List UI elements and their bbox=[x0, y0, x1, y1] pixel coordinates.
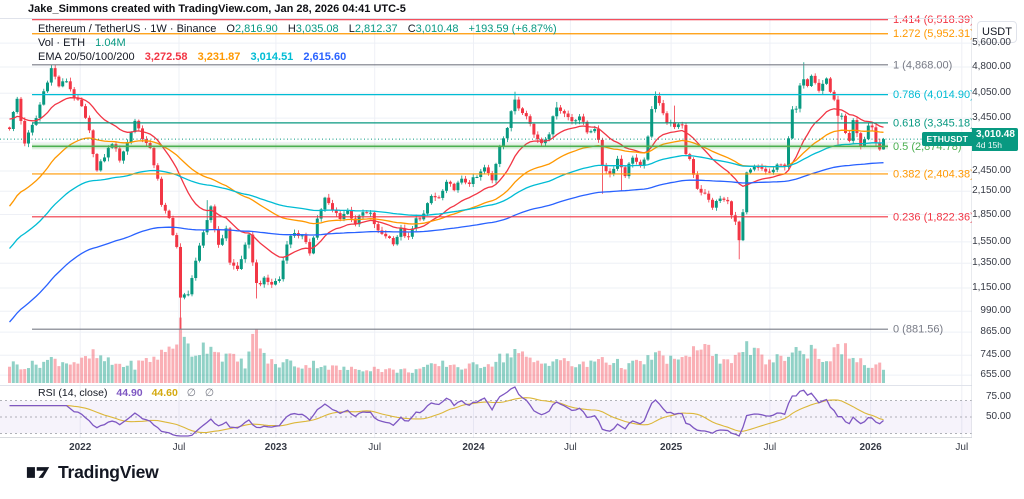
currency-toggle-button[interactable]: USDT bbox=[977, 21, 1017, 43]
rsi-ma-line[interactable] bbox=[9, 397, 884, 434]
symbol-title: Ethereum / TetherUS · 1W · Binance bbox=[38, 23, 217, 35]
fib-level-label: 0.618 (3,345.18) bbox=[893, 117, 974, 129]
price-axis-label: 865.00 bbox=[980, 326, 1011, 338]
rsi-line[interactable] bbox=[9, 386, 884, 437]
rsi-title: RSI (14, close) bbox=[38, 387, 108, 399]
price-axis-label: 655.00 bbox=[980, 369, 1011, 381]
volume-title: Vol · ETH bbox=[38, 37, 86, 49]
price-axis-label: 1,350.00 bbox=[972, 257, 1011, 269]
fib-level-label: 0.382 (2,404.38) bbox=[893, 168, 974, 180]
open-label: O bbox=[226, 23, 235, 35]
price-axis-label: 990.00 bbox=[980, 305, 1011, 317]
rsi-ma-value: 44.60 bbox=[151, 387, 178, 399]
fib-level-label: 0.786 (4,014.90) bbox=[893, 89, 974, 101]
fib-level-label: 1.272 (5,952.31) bbox=[893, 28, 974, 40]
time-axis[interactable]: 2022 Jul 2023 Jul 2024 Jul 2025 Jul 2026 Jul bbox=[0, 438, 1024, 457]
ema-100-line[interactable] bbox=[9, 142, 884, 249]
time-axis-label: Jul bbox=[563, 442, 577, 453]
low-label: L bbox=[348, 23, 355, 35]
bar-countdown: 4d 15h bbox=[976, 139, 1002, 150]
ema-20-line[interactable] bbox=[9, 97, 884, 258]
change-value: +193.59 (+6.87%) bbox=[468, 23, 557, 35]
last-price-value: 3,010.48 bbox=[976, 128, 1015, 140]
fib-level-label: 0 (881.56) bbox=[893, 324, 943, 336]
time-axis-label: 2025 bbox=[659, 442, 683, 453]
price-axis-label: 2,450.00 bbox=[972, 165, 1011, 177]
ema-200-line[interactable] bbox=[9, 162, 884, 323]
high-label: H bbox=[287, 23, 296, 35]
ema-legend-row[interactable]: EMA 20/50/100/200 3,272.58 3,231.87 3,01… bbox=[38, 50, 557, 64]
symbol-price-badge[interactable]: ETHUSDT bbox=[922, 132, 972, 147]
rsi-axis-label: 50.00 bbox=[985, 411, 1011, 422]
price-axis-label: 1,550.00 bbox=[972, 235, 1011, 247]
candlestick-series bbox=[8, 62, 885, 330]
price-axis-label: 1,150.00 bbox=[972, 282, 1011, 294]
chart-attribution: Jake_Simmons created with TradingView.co… bbox=[28, 3, 406, 15]
price-axis-label: 1,850.00 bbox=[972, 208, 1011, 220]
volume-series bbox=[8, 317, 885, 383]
fib-level-label: 1 (4,868.00) bbox=[893, 59, 952, 71]
time-axis-label: Jul bbox=[955, 442, 969, 453]
fib-level-label: 1.414 (6,518.39) bbox=[893, 14, 974, 26]
rsi-axis-label: 75.00 bbox=[985, 390, 1011, 402]
ema50-value: 3,231.87 bbox=[197, 51, 241, 63]
rsi-legend-row[interactable]: RSI (14, close) 44.90 44.60 ∅ ∅ bbox=[38, 387, 220, 399]
ema20-value: 3,272.58 bbox=[144, 51, 188, 63]
high-value: 3,035.08 bbox=[295, 23, 339, 35]
price-axis-label: 745.00 bbox=[980, 349, 1011, 361]
rsi-value: 44.90 bbox=[116, 387, 143, 399]
price-scale[interactable]: USDT 5,600.00 4,800.00 4,050.00 3,450.00 2,4… bbox=[972, 18, 1024, 457]
tradingview-logo-icon[interactable] bbox=[26, 462, 51, 483]
time-axis-label: 2026 bbox=[859, 442, 882, 453]
time-axis-label: Jul bbox=[172, 442, 186, 453]
price-axis-label: 4,800.00 bbox=[972, 61, 1011, 72]
volume-legend-row[interactable]: Vol · ETH 1.04M bbox=[38, 36, 557, 50]
time-axis-label: 2022 bbox=[69, 442, 92, 453]
open-value: 2,816.90 bbox=[234, 23, 278, 35]
low-value: 2,812.37 bbox=[354, 23, 398, 35]
ema200-value: 2,615.60 bbox=[303, 51, 347, 63]
volume-value: 1.04M bbox=[95, 37, 126, 49]
footer: TradingView bbox=[26, 462, 159, 483]
rsi-empty-1: ∅ bbox=[186, 387, 196, 399]
close-value: 3,010.48 bbox=[415, 23, 459, 35]
time-axis-label: 2024 bbox=[462, 442, 485, 453]
close-label: C bbox=[407, 23, 416, 35]
rsi-empty-2: ∅ bbox=[204, 387, 215, 399]
symbol-legend-row[interactable]: Ethereum / TetherUS · 1W · Binance O2,81… bbox=[38, 22, 557, 36]
price-chart-canvas[interactable]: 1.414 (6,518.39) 1.272 (5,952.31) 1 (4,868… bbox=[0, 0, 1024, 460]
tradingview-brand-text[interactable]: TradingView bbox=[58, 462, 159, 482]
price-axis-label: 5,600.00 bbox=[972, 37, 1011, 49]
price-axis-label: 3,450.00 bbox=[972, 112, 1011, 124]
ema-title: EMA 20/50/100/200 bbox=[38, 51, 135, 63]
ema100-value: 3,014.51 bbox=[250, 51, 294, 63]
time-axis-label: Jul bbox=[763, 442, 777, 453]
fib-level-label: 0.236 (1,822.36) bbox=[893, 211, 974, 223]
price-axis-label: 4,050.00 bbox=[972, 87, 1011, 99]
chart-legend: Ethereum / TetherUS · 1W · Binance O2,81… bbox=[38, 22, 557, 64]
price-axis-label: 2,150.00 bbox=[972, 185, 1011, 197]
time-axis-label: Jul bbox=[368, 442, 382, 453]
time-axis-label: 2023 bbox=[264, 442, 288, 453]
last-price-badge[interactable]: 3,010.48 4d 15h bbox=[972, 127, 1018, 151]
